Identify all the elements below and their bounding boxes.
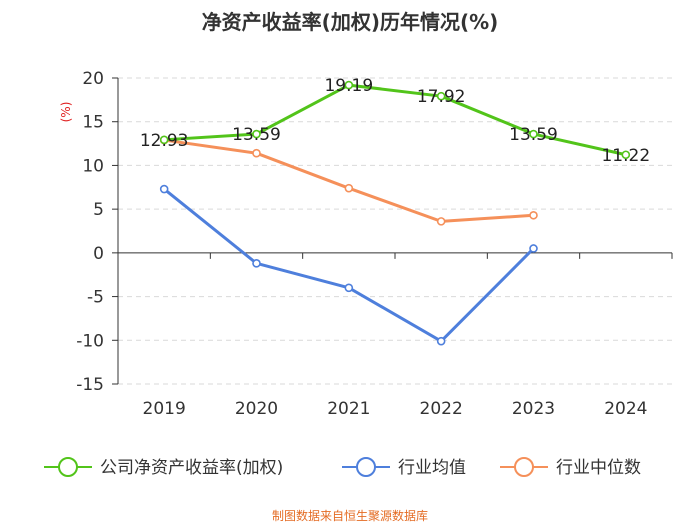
- x-tick-label: 2020: [235, 399, 278, 419]
- x-tick-label: 2023: [512, 399, 555, 419]
- series-lines: [163, 83, 627, 343]
- data-point: [529, 129, 538, 139]
- y-tick-label: 0: [93, 244, 104, 264]
- data-point: [159, 184, 169, 194]
- legend-marker: [58, 457, 78, 477]
- data-label: 17.92: [417, 87, 466, 107]
- data-point: [252, 148, 261, 158]
- data-label: 19.19: [324, 76, 373, 96]
- data-label: 13.59: [509, 125, 558, 145]
- y-axis-unit: (%): [59, 102, 73, 123]
- y-tick-label: 10: [82, 156, 104, 176]
- data-point: [159, 135, 169, 145]
- data-point: [621, 150, 631, 160]
- legend-marker: [356, 457, 376, 477]
- y-tick-label: 15: [82, 113, 104, 133]
- data-point: [436, 336, 446, 346]
- series-line-1: [163, 187, 535, 343]
- y-tick-label: 5: [93, 200, 104, 220]
- data-point: [436, 217, 446, 226]
- x-tick-label: 2022: [420, 399, 463, 419]
- axes: 20 15 10 5 0 -5 -10 -15 (%) 2019 2020 2021 2022 2023 2…: [59, 69, 673, 419]
- x-tick-label: 2021: [327, 399, 370, 419]
- data-labels: 12.93 13.59 19.19 17.92 13.59 11.22: [140, 76, 650, 166]
- data-label: 11.22: [601, 146, 650, 166]
- legend-label: 行业中位数: [556, 458, 641, 478]
- series-points: [159, 80, 631, 346]
- chart-title: 净资产收益率(加权)历年情况(%): [201, 10, 499, 34]
- x-tick-label: 2024: [604, 399, 647, 419]
- gridlines: [118, 77, 672, 385]
- data-point: [344, 283, 354, 293]
- y-tick-label: 20: [82, 69, 104, 89]
- data-point: [436, 91, 446, 101]
- data-point: [344, 80, 354, 90]
- y-tick-label: -5: [87, 288, 104, 308]
- data-point: [529, 244, 538, 253]
- y-tick-label: -15: [76, 375, 104, 395]
- data-point: [252, 129, 261, 139]
- data-point: [344, 183, 354, 193]
- data-point: [529, 210, 538, 220]
- data-point: [252, 259, 261, 268]
- x-tick-label: 2019: [143, 399, 186, 419]
- legend-label: 行业均值: [398, 458, 466, 478]
- data-label: 12.93: [140, 131, 189, 151]
- source-note: 制图数据来自恒生聚源数据库: [271, 509, 428, 523]
- legend: 公司净资产收益率(加权) 行业均值 行业中位数: [44, 457, 641, 478]
- series-line-0: [164, 83, 627, 157]
- y-tick-label: -10: [76, 331, 104, 351]
- legend-marker: [514, 457, 534, 477]
- data-label: 13.59: [232, 125, 281, 145]
- legend-label: 公司净资产收益率(加权): [100, 458, 283, 478]
